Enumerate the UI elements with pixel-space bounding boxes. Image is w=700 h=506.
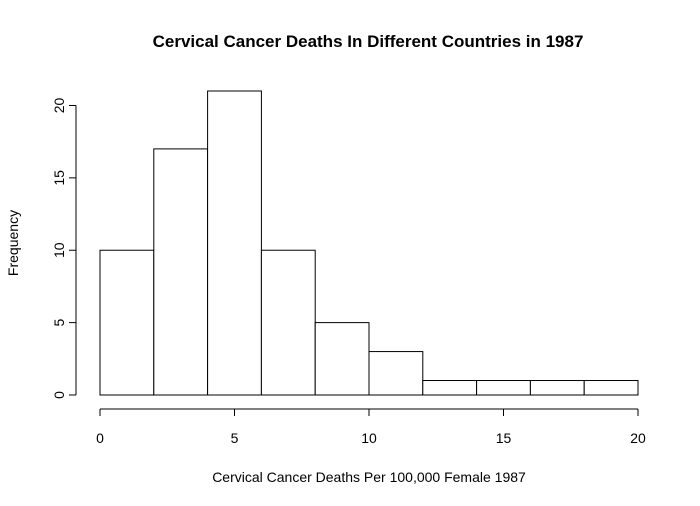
y-tick-label-1: 5	[51, 319, 67, 327]
chart-title: Cervical Cancer Deaths In Different Coun…	[153, 32, 584, 51]
bars-group	[99, 90, 639, 396]
y-tick-label-0: 0	[51, 391, 67, 399]
histogram-bar-4	[314, 322, 370, 396]
histogram-bar-0	[99, 249, 155, 396]
x-tick-label-1: 5	[231, 430, 239, 446]
y-tick-label-4: 20	[51, 97, 67, 113]
y-axis: 0 5 10 15 20	[51, 97, 77, 399]
histogram-bar-2	[207, 90, 262, 396]
x-axis: 0 5 10 15 20	[96, 408, 646, 446]
histogram-bar-6	[422, 380, 478, 396]
y-tick-label-2: 10	[51, 242, 67, 258]
x-tick-label-4: 20	[630, 430, 646, 446]
histogram-bar-1	[153, 148, 209, 396]
y-axis-label: Frequency	[5, 210, 21, 276]
histogram-bar-8	[529, 380, 585, 396]
histogram-bar-9	[583, 380, 639, 396]
histogram-bar-7	[476, 380, 531, 396]
x-tick-label-0: 0	[96, 430, 104, 446]
y-tick-label-3: 15	[51, 170, 67, 186]
histogram-bar-5	[368, 351, 424, 396]
histogram-bar-3	[260, 249, 316, 396]
x-tick-label-3: 15	[496, 430, 512, 446]
x-axis-label: Cervical Cancer Deaths Per 100,000 Femal…	[212, 469, 526, 485]
x-tick-label-2: 10	[361, 430, 377, 446]
